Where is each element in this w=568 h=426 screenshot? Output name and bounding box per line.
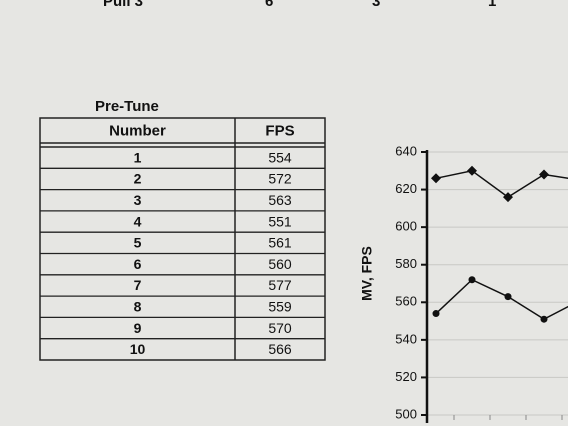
top-row-text: 6 (265, 0, 273, 10)
table-cell: 8 (134, 298, 142, 314)
top-row-text: Pull 3 (103, 0, 143, 10)
table-cell: 4 (134, 213, 142, 229)
table-cell: 554 (268, 149, 292, 165)
top-row-text: 3 (372, 0, 380, 10)
table-cell: 5 (134, 235, 142, 251)
table-cell: 1 (134, 149, 142, 165)
y-tick-label: 580 (395, 256, 417, 271)
table-border (39, 117, 326, 361)
table-cell: 566 (268, 341, 292, 357)
y-tick-label: 640 (395, 143, 417, 158)
table-cell: 559 (268, 298, 292, 314)
top-row-text: 1 (488, 0, 496, 10)
y-tick-label: 520 (395, 369, 417, 384)
table-cell: 6 (134, 256, 142, 272)
table-cell: 570 (268, 320, 292, 336)
table-caption: Pre-Tune (95, 98, 159, 115)
point-marker (431, 173, 441, 184)
table-cell: 9 (134, 320, 142, 336)
point-marker (468, 276, 476, 284)
y-axis-label: MV, FPS (359, 246, 375, 301)
column-header: Number (109, 122, 166, 139)
table-cell: 7 (134, 277, 142, 293)
y-tick-label: 600 (395, 219, 417, 234)
table-cell: 561 (268, 235, 292, 251)
y-tick-label: 620 (395, 181, 417, 196)
y-tick-label: 500 (395, 406, 417, 421)
point-marker (540, 315, 548, 323)
y-tick-label: 560 (395, 294, 417, 309)
table-cell: 577 (268, 277, 292, 293)
point-marker (503, 192, 513, 203)
table-cell: 2 (134, 171, 142, 187)
table-cell: 563 (268, 192, 292, 208)
point-marker (467, 165, 477, 176)
table-cell: 572 (268, 171, 292, 187)
table-cell: 10 (130, 341, 146, 357)
point-marker (539, 169, 549, 180)
table-cell: 560 (268, 256, 292, 272)
point-marker (432, 310, 440, 318)
point-marker (504, 293, 512, 301)
y-tick-label: 540 (395, 331, 417, 346)
table-cell: 551 (268, 213, 292, 229)
column-header: FPS (265, 122, 294, 139)
table-cell: 3 (134, 192, 142, 208)
